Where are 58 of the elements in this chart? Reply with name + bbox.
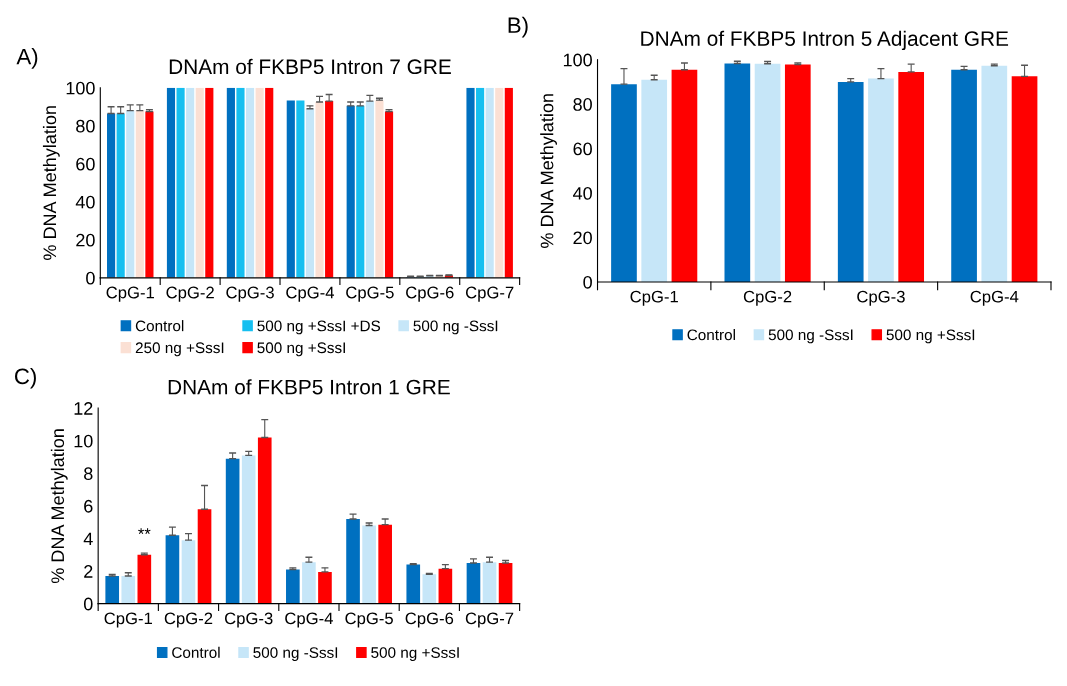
y-tick-label: 60 [573, 142, 592, 156]
y-tick-label: 20 [76, 233, 95, 247]
y-tick-label: 10 [74, 434, 93, 448]
text: A) [16, 48, 38, 69]
text: C) [15, 367, 36, 389]
y-tick-label: 60 [76, 157, 95, 171]
text: B) [508, 16, 528, 38]
x-tick-label: CpG-5 [346, 286, 394, 302]
x-tick-label: CpG-4 [285, 612, 333, 628]
annotation: ** [138, 528, 151, 534]
y-tick-label: 20 [573, 231, 592, 245]
x-tick-label: CpG-1 [630, 290, 678, 306]
x-tick-label: CpG-2 [743, 290, 792, 306]
legend-label: 500 ng -SssI [768, 329, 853, 344]
y-tick-label: 0 [583, 275, 592, 289]
y-tick-label: 40 [572, 186, 592, 200]
legend-label: 500 ng -SssI [413, 320, 498, 335]
x-tick-label: CpG-2 [166, 286, 214, 302]
y-tick-label: 0 [86, 271, 95, 285]
x-tick-label: CpG-4 [286, 286, 335, 302]
y-tick-label: 0 [83, 597, 93, 611]
legend-label: Control [135, 320, 184, 332]
y-axis-title: % DNA Methylation [50, 429, 68, 584]
y-axis-title: % DNA Methylation [42, 106, 60, 260]
x-tick-label: CpG-3 [224, 612, 273, 628]
y-axis-title: % DNA Methylation [540, 94, 557, 248]
x-tick-label: CpG-7 [465, 612, 514, 628]
legend-label: Control [687, 329, 735, 341]
x-tick-label: CpG-5 [345, 612, 393, 628]
y-tick-label: 8 [84, 467, 93, 481]
x-tick-label: CpG-1 [104, 612, 152, 628]
y-tick-label: 100 [563, 53, 592, 67]
x-tick-label: CpG-6 [405, 612, 454, 628]
chart-title: DNAm of FKBP5 Intron 5 Adjacent GRE [641, 30, 1009, 51]
legend-label: 250 ng +SssI [135, 342, 224, 357]
x-tick-label: CpG-6 [406, 286, 454, 302]
chart-title: DNAm of FKBP5 Intron 1 GRE [168, 379, 450, 395]
y-tick-label: 40 [75, 195, 95, 209]
y-tick-label: 6 [84, 499, 93, 513]
x-tick-label: CpG-7 [465, 286, 514, 302]
x-tick-label: CpG-1 [106, 286, 154, 302]
legend-label: 500 ng +SssI [886, 329, 975, 344]
y-tick-label: 100 [66, 81, 95, 95]
y-tick-label: 12 [74, 402, 93, 415]
legend-label: 500 ng +SssI [257, 342, 345, 357]
x-tick-label: CpG-3 [857, 290, 905, 306]
x-tick-label: CpG-4 [970, 290, 1019, 306]
y-tick-label: 80 [76, 119, 95, 133]
x-tick-label: CpG-3 [226, 286, 274, 302]
y-tick-label: 2 [84, 565, 93, 578]
legend-label: 500 ng -SssI [253, 647, 338, 661]
legend-label: 500 ng +SssI +DS [257, 320, 381, 335]
legend-label: Control [172, 646, 220, 658]
y-tick-label: 4 [83, 532, 93, 546]
legend-label: 500 ng +SssI [371, 647, 459, 661]
x-tick-label: CpG-2 [164, 612, 213, 628]
chart-title: DNAm of FKBP5 Intron 7 GRE [169, 58, 451, 75]
y-tick-label: 80 [573, 98, 592, 111]
